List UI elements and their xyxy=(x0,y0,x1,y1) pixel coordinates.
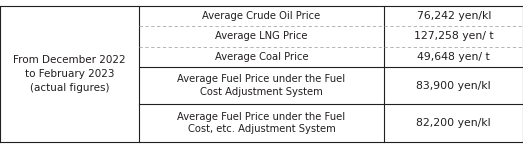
Text: 82,200 yen/kl: 82,200 yen/kl xyxy=(416,118,491,128)
Text: 127,258 yen/ t: 127,258 yen/ t xyxy=(414,31,494,41)
Text: Average Crude Oil Price: Average Crude Oil Price xyxy=(202,11,321,21)
Text: 83,900 yen/kl: 83,900 yen/kl xyxy=(416,81,491,91)
Text: From December 2022
to February 2023
(actual figures): From December 2022 to February 2023 (act… xyxy=(13,55,126,93)
Text: Average Fuel Price under the Fuel
Cost Adjustment System: Average Fuel Price under the Fuel Cost A… xyxy=(177,74,346,97)
Text: 49,648 yen/ t: 49,648 yen/ t xyxy=(417,52,490,62)
Text: Average Fuel Price under the Fuel
Cost, etc. Adjustment System: Average Fuel Price under the Fuel Cost, … xyxy=(177,112,346,135)
Text: 76,242 yen/kl: 76,242 yen/kl xyxy=(416,11,491,21)
Text: Average Coal Price: Average Coal Price xyxy=(214,52,309,62)
Text: Average LNG Price: Average LNG Price xyxy=(215,31,308,41)
